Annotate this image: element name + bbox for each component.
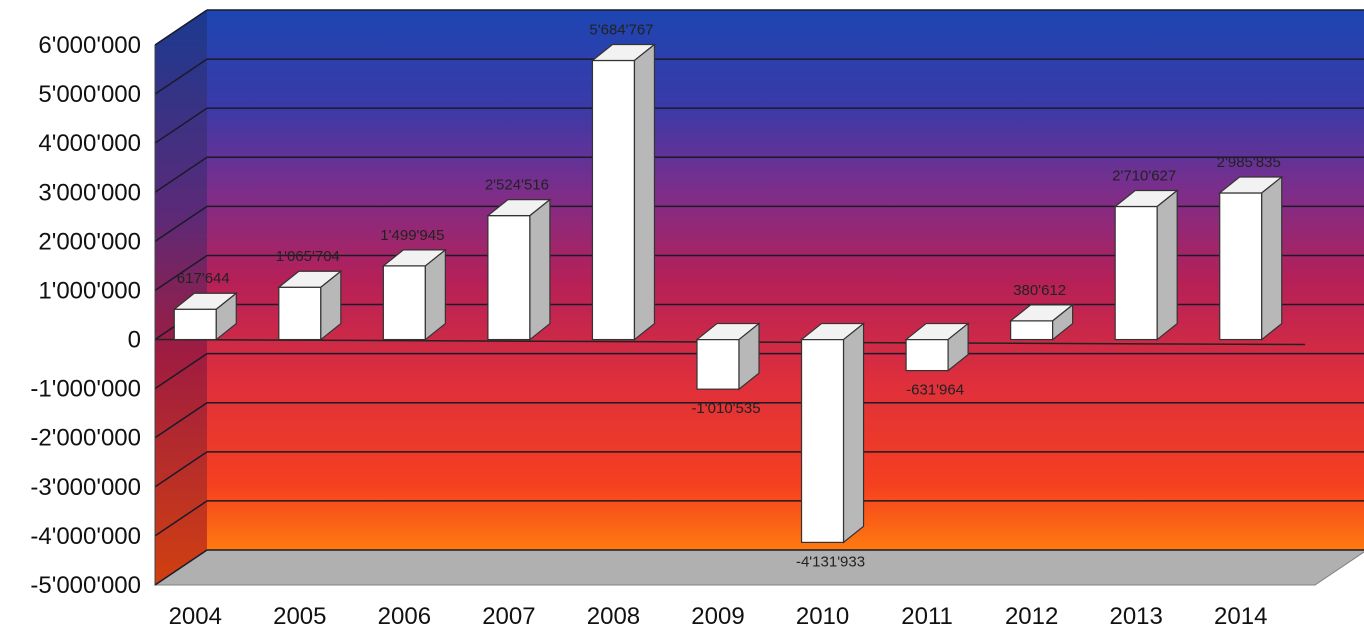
bar-front: [591, 59, 636, 341]
bar-front: [487, 215, 531, 341]
x-tick-label: 2005: [273, 603, 326, 630]
bar: [590, 43, 657, 341]
bar-side: [633, 43, 656, 341]
data-label: 2'524'516: [485, 177, 549, 194]
bar: [695, 322, 761, 391]
x-tick-label: 2007: [482, 603, 535, 630]
gridline-side: [154, 451, 208, 488]
y-tick-label: 6'000'000: [38, 32, 141, 59]
gridline-side: [154, 353, 208, 390]
bar-side: [529, 198, 551, 341]
x-tick-label: 2004: [169, 603, 222, 630]
y-tick-label: 4'000'000: [38, 130, 141, 157]
x-tick-label: 2009: [691, 603, 744, 630]
data-label: -631'964: [906, 382, 964, 399]
y-tick-label: 0: [128, 327, 141, 354]
gridline-side: [154, 254, 208, 292]
bar-front: [1010, 320, 1054, 341]
bar-front: [905, 338, 949, 372]
data-label: 380'612: [1013, 282, 1066, 299]
x-tick-label: 2013: [1109, 603, 1162, 630]
bar: [381, 248, 448, 341]
bar: [1113, 189, 1179, 341]
gridline-side: [154, 549, 208, 586]
bar-front: [696, 338, 740, 390]
y-tick-label: -4'000'000: [30, 523, 141, 550]
x-tick-label: 2011: [901, 603, 953, 630]
bar-front: [1219, 192, 1263, 341]
x-axis: 2004 2005 2006 2007 2008 2009 2010 2011 2012 2013…: [169, 603, 1268, 630]
bar-side: [320, 269, 342, 341]
gridline-side: [154, 9, 208, 46]
bar-front: [173, 308, 217, 341]
bar: [277, 269, 343, 341]
bar-side: [842, 322, 865, 544]
x-tick-label: 2008: [587, 603, 640, 630]
data-label: -1'010'535: [691, 400, 760, 417]
data-label: 617'644: [177, 270, 230, 287]
bar-front: [382, 265, 426, 341]
bar-side: [1052, 303, 1074, 341]
gridline-side: [154, 402, 208, 439]
x-tick-label: 2006: [378, 603, 431, 630]
gridline-side: [154, 205, 208, 242]
gridlines: [154, 9, 1364, 586]
bar-side: [1261, 175, 1283, 341]
bar-side: [215, 291, 237, 341]
y-tick-label: -5'000'000: [30, 572, 141, 599]
y-tick-label: -1'000'000: [30, 376, 141, 403]
bar-side: [947, 322, 969, 372]
data-label: 2'985'835: [1217, 154, 1281, 171]
bar: [1218, 175, 1284, 341]
bar: [799, 322, 866, 544]
x-tick-label: 2010: [796, 603, 849, 630]
x-tick-label: 2014: [1214, 603, 1267, 630]
gridline-side: [154, 500, 208, 537]
bar-front: [800, 338, 845, 543]
y-axis: 6'000'000 5'000'000 4'000'000 3'000'000 2'00…: [30, 32, 156, 599]
floor: [153, 549, 1364, 586]
bar-front: [1114, 205, 1158, 341]
bar-side: [1156, 189, 1178, 341]
y-tick-label: -2'000'000: [30, 425, 141, 452]
y-tick-label: 5'000'000: [38, 81, 141, 108]
y-tick-label: 2'000'000: [38, 228, 141, 255]
gridline-side: [154, 107, 208, 144]
gridline-side: [154, 58, 208, 95]
bar-side: [738, 322, 760, 391]
bar: [904, 322, 970, 372]
y-tick-label: -3'000'000: [30, 474, 141, 501]
data-label: -4'131'933: [796, 553, 865, 570]
bar-front: [278, 286, 322, 341]
data-label: 1'065'704: [276, 248, 340, 265]
data-labels: 617'644 1'065'704 1'499'945 2'524'516 5'684'…: [177, 21, 1281, 570]
bar-side: [424, 248, 446, 341]
bars: [172, 43, 1284, 544]
data-label: 5'684'767: [589, 21, 653, 38]
bar: [486, 198, 552, 341]
y-tick-label: 3'000'000: [38, 179, 141, 206]
bar: [1008, 303, 1075, 341]
data-label: 1'499'945: [380, 227, 444, 244]
x-tick-label: 2012: [1005, 603, 1058, 630]
back-wall: [207, 10, 1364, 550]
gridline-side: [154, 156, 208, 193]
data-label: 2'710'627: [1112, 167, 1176, 184]
y-tick-label: 1'000'000: [38, 277, 141, 304]
side-wall: [155, 10, 207, 585]
bar: [172, 291, 238, 341]
